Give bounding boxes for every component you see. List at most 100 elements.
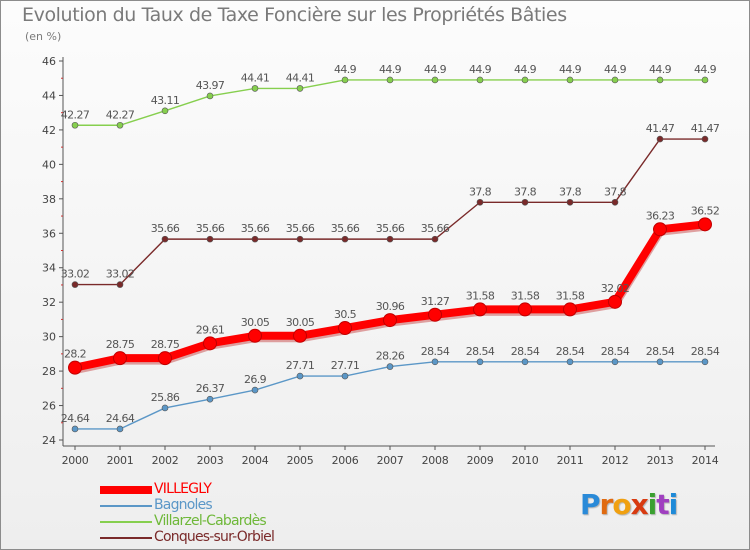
proxiti-logo: Proxiti: [580, 488, 679, 521]
logo-letter: i: [647, 488, 658, 521]
point-conques-sur-orbiel: [251, 235, 259, 243]
y-tick-label: 32: [42, 296, 56, 309]
point-villegly: [428, 307, 442, 322]
x-tick-label: 2002: [152, 454, 179, 467]
point-villarzel-cabardes: [161, 107, 169, 115]
x-tick-label: 2007: [377, 454, 404, 467]
point-bagnoles: [116, 425, 124, 433]
y-tick-label: 42: [42, 124, 56, 137]
point-villegly: [203, 336, 217, 351]
data-label-bagnoles: 26.37: [196, 382, 225, 395]
logo-letter: i: [668, 488, 679, 521]
data-label-villegly: 30.05: [286, 316, 315, 329]
data-label-villegly: 31.58: [556, 289, 585, 302]
point-bagnoles: [656, 358, 664, 366]
data-label-villarzel-cabardes: 42.27: [61, 108, 90, 121]
chart-title: Evolution du Taux de Taxe Foncière sur l…: [22, 4, 567, 26]
logo-letter: x: [630, 488, 649, 521]
data-label-conques-sur-orbiel: 37.8: [559, 185, 582, 198]
point-bagnoles: [386, 363, 394, 370]
x-tick-label: 2013: [647, 454, 674, 467]
point-bagnoles: [71, 425, 79, 433]
data-label-conques-sur-orbiel: 35.66: [331, 222, 360, 235]
point-conques-sur-orbiel: [161, 235, 169, 243]
point-villegly: [383, 313, 397, 328]
data-label-villarzel-cabardes: 44.9: [649, 63, 672, 76]
point-villegly: [518, 302, 532, 317]
y-tick-label: 30: [42, 331, 56, 344]
legend-label-conques-sur-orbiel: Conques-sur-Orbiel: [154, 529, 275, 545]
data-label-conques-sur-orbiel: 35.66: [241, 222, 270, 235]
y-tick-label: 24: [42, 434, 56, 447]
y-tick-label: 38: [42, 193, 56, 206]
point-villegly: [473, 302, 487, 317]
point-bagnoles: [701, 358, 709, 366]
data-label-bagnoles: 28.54: [556, 345, 585, 358]
x-tick-label: 2014: [692, 454, 719, 467]
point-conques-sur-orbiel: [566, 198, 574, 206]
data-label-villegly: 30.5: [334, 308, 357, 321]
x-tick-label: 2005: [287, 454, 314, 467]
point-villarzel-cabardes: [611, 76, 619, 84]
data-label-villegly: 32.02: [601, 282, 630, 295]
y-tick-label: 46: [42, 55, 56, 68]
data-label-villarzel-cabardes: 44.9: [604, 63, 627, 76]
data-label-bagnoles: 28.54: [601, 345, 630, 358]
data-label-conques-sur-orbiel: 41.47: [646, 122, 675, 135]
data-label-villarzel-cabardes: 44.41: [286, 71, 315, 84]
data-label-villarzel-cabardes: 44.9: [379, 63, 402, 76]
data-label-bagnoles: 24.64: [106, 412, 135, 425]
point-villarzel-cabardes: [116, 121, 124, 129]
x-tick-label: 2003: [197, 454, 224, 467]
data-label-conques-sur-orbiel: 33.02: [61, 268, 90, 281]
point-villarzel-cabardes: [296, 85, 304, 92]
point-villegly: [68, 360, 82, 375]
data-label-villarzel-cabardes: 43.11: [151, 94, 180, 107]
data-label-villegly: 31.58: [466, 289, 495, 302]
point-villarzel-cabardes: [521, 76, 529, 84]
point-villarzel-cabardes: [251, 85, 259, 92]
point-bagnoles: [296, 372, 304, 380]
data-label-villarzel-cabardes: 44.9: [469, 63, 492, 76]
point-conques-sur-orbiel: [296, 235, 304, 243]
point-conques-sur-orbiel: [521, 198, 529, 206]
data-label-conques-sur-orbiel: 37.8: [604, 185, 627, 198]
logo-letter: t: [656, 488, 669, 521]
data-label-villarzel-cabardes: 42.27: [106, 108, 135, 121]
data-label-bagnoles: 24.64: [61, 412, 90, 425]
point-villegly: [698, 217, 712, 232]
x-tick-label: 2000: [62, 454, 89, 467]
point-villarzel-cabardes: [476, 76, 484, 84]
point-conques-sur-orbiel: [206, 235, 214, 243]
x-tick-label: 2010: [512, 454, 539, 467]
legend-swatch-villegly: [100, 486, 152, 494]
data-label-villarzel-cabardes: 43.97: [196, 79, 225, 92]
point-conques-sur-orbiel: [476, 198, 484, 206]
point-bagnoles: [611, 358, 619, 366]
logo-letter: o: [612, 488, 631, 521]
point-villegly: [158, 351, 172, 366]
chart-axes: 24 26 28 30 32 34 36 38 40 42 44 46 2000 2001 2002 2003…: [42, 55, 719, 467]
x-tick-label: 2006: [332, 454, 359, 467]
data-label-conques-sur-orbiel: 35.66: [151, 222, 180, 235]
data-label-bagnoles: 28.54: [511, 345, 540, 358]
data-label-conques-sur-orbiel: 35.66: [421, 222, 450, 235]
point-villarzel-cabardes: [431, 76, 439, 84]
data-label-bagnoles: 28.54: [646, 345, 675, 358]
point-bagnoles: [161, 404, 169, 412]
data-label-villegly: 36.23: [646, 209, 675, 222]
x-tick-label: 2001: [107, 454, 134, 467]
point-conques-sur-orbiel: [341, 235, 349, 243]
y-tick-label: 34: [42, 262, 56, 275]
legend-label-villarzel-cabardes: Villarzel-Cabardès: [154, 513, 267, 529]
data-label-villegly: 28.2: [64, 348, 86, 361]
point-conques-sur-orbiel: [116, 281, 124, 288]
legend-label-villegly: VILLEGLY: [154, 481, 212, 497]
data-label-conques-sur-orbiel: 41.47: [691, 122, 720, 135]
x-tick-label: 2011: [557, 454, 584, 467]
data-label-conques-sur-orbiel: 33.02: [106, 268, 135, 281]
x-tick-label: 2012: [602, 454, 629, 467]
series-layer: [68, 76, 712, 433]
